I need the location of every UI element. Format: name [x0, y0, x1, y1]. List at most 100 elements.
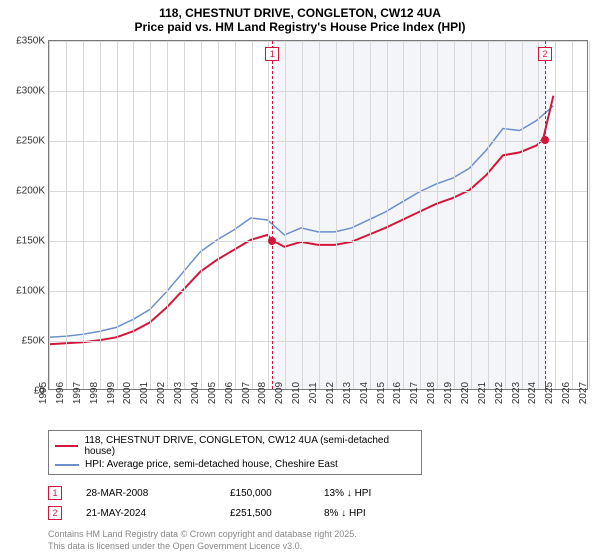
x-axis-label: 2021 — [477, 382, 488, 404]
sale-price: £251,500 — [230, 508, 300, 519]
gridline-v — [437, 41, 438, 389]
y-axis-label: £50K — [22, 336, 45, 347]
sale-date: 21-MAY-2024 — [86, 508, 206, 519]
gridline-v — [471, 41, 472, 389]
legend-swatch — [55, 445, 78, 447]
sale-marker-box: 1 — [265, 47, 279, 61]
gridline-h — [49, 291, 587, 292]
legend: 118, CHESTNUT DRIVE, CONGLETON, CW12 4UA… — [48, 430, 422, 475]
x-axis-label: 1998 — [89, 382, 100, 404]
x-axis-label: 2011 — [308, 382, 319, 404]
gridline-v — [336, 41, 337, 389]
footer-line1: Contains HM Land Registry data © Crown c… — [48, 529, 600, 541]
x-axis-label: 2007 — [240, 382, 251, 404]
gridline-v — [454, 41, 455, 389]
sale-row-marker: 1 — [48, 486, 62, 500]
gridline-h — [49, 141, 587, 142]
title-line1: 118, CHESTNUT DRIVE, CONGLETON, CW12 4UA — [0, 6, 600, 20]
gridline-v — [353, 41, 354, 389]
gridline-v — [150, 41, 151, 389]
sale-diff: 13% ↓ HPI — [324, 488, 404, 499]
gridline-v — [505, 41, 506, 389]
gridline-v — [49, 41, 50, 389]
gridline-v — [252, 41, 253, 389]
gridline-v — [268, 41, 269, 389]
sale-date: 28-MAR-2008 — [86, 488, 206, 499]
x-axis-label: 2003 — [173, 382, 184, 404]
gridline-v — [319, 41, 320, 389]
gridline-v — [589, 41, 590, 389]
gridline-v — [133, 41, 134, 389]
x-axis-label: 2019 — [443, 382, 454, 404]
y-axis-label: £350K — [16, 36, 45, 47]
legend-label: HPI: Average price, semi-detached house,… — [85, 459, 338, 470]
x-axis-label: 1999 — [105, 382, 116, 404]
gridline-v — [117, 41, 118, 389]
x-axis-label: 2009 — [274, 382, 285, 404]
gridline-h — [49, 341, 587, 342]
x-axis-label: 1995 — [38, 382, 49, 404]
footer-line2: This data is licensed under the Open Gov… — [48, 541, 600, 553]
x-axis-label: 2001 — [139, 382, 150, 404]
x-axis-label: 2017 — [409, 382, 420, 404]
x-axis-label: 2027 — [578, 382, 589, 404]
gridline-v — [387, 41, 388, 389]
price-chart: £0£50K£100K£150K£200K£250K£300K£350K1995… — [48, 40, 588, 390]
x-axis-label: 2022 — [494, 382, 505, 404]
sale-row-marker: 2 — [48, 506, 62, 520]
gridline-v — [218, 41, 219, 389]
x-axis-label: 2000 — [122, 382, 133, 404]
gridline-v — [370, 41, 371, 389]
gridline-v — [184, 41, 185, 389]
gridline-v — [83, 41, 84, 389]
gridline-v — [420, 41, 421, 389]
sale-marker-dot — [268, 237, 276, 245]
x-axis-label: 2024 — [527, 382, 538, 404]
y-axis-label: £150K — [16, 236, 45, 247]
gridline-h — [49, 91, 587, 92]
y-axis-label: £200K — [16, 186, 45, 197]
legend-swatch — [55, 464, 79, 466]
x-axis-label: 2026 — [561, 382, 572, 404]
x-axis-label: 2020 — [460, 382, 471, 404]
title-line2: Price paid vs. HM Land Registry's House … — [0, 20, 600, 34]
gridline-v — [403, 41, 404, 389]
sale-marker-box: 2 — [538, 47, 552, 61]
x-axis-label: 2004 — [190, 382, 201, 404]
footer: Contains HM Land Registry data © Crown c… — [48, 529, 600, 552]
sale-diff: 8% ↓ HPI — [324, 508, 404, 519]
x-axis-label: 2023 — [510, 382, 521, 404]
gridline-v — [555, 41, 556, 389]
x-axis-label: 2018 — [426, 382, 437, 404]
chart-title: 118, CHESTNUT DRIVE, CONGLETON, CW12 4UA… — [0, 0, 600, 36]
y-axis-label: £250K — [16, 136, 45, 147]
y-axis-label: £100K — [16, 286, 45, 297]
gridline-h — [49, 41, 587, 42]
x-axis-label: 2002 — [156, 382, 167, 404]
x-axis-label: 2012 — [325, 382, 336, 404]
gridline-v — [66, 41, 67, 389]
gridline-h — [49, 191, 587, 192]
legend-label: 118, CHESTNUT DRIVE, CONGLETON, CW12 4UA… — [84, 435, 415, 457]
sale-row: 128-MAR-2008£150,00013% ↓ HPI — [48, 483, 600, 503]
x-axis-label: 2013 — [342, 382, 353, 404]
sale-marker-dot — [541, 136, 549, 144]
x-axis-label: 2015 — [375, 382, 386, 404]
gridline-v — [302, 41, 303, 389]
gridline-v — [167, 41, 168, 389]
gridline-v — [201, 41, 202, 389]
x-axis-label: 2016 — [392, 382, 403, 404]
legend-item: 118, CHESTNUT DRIVE, CONGLETON, CW12 4UA… — [55, 434, 415, 458]
gridline-v — [100, 41, 101, 389]
x-axis-label: 2005 — [207, 382, 218, 404]
x-axis-label: 2010 — [291, 382, 302, 404]
x-axis-label: 1996 — [55, 382, 66, 404]
gridline-v — [488, 41, 489, 389]
gridline-v — [235, 41, 236, 389]
gridline-v — [285, 41, 286, 389]
x-axis-label: 2008 — [257, 382, 268, 404]
sales-table: 128-MAR-2008£150,00013% ↓ HPI221-MAY-202… — [48, 483, 600, 523]
sale-marker-line — [272, 41, 273, 389]
x-axis-label: 2014 — [359, 382, 370, 404]
gridline-v — [572, 41, 573, 389]
